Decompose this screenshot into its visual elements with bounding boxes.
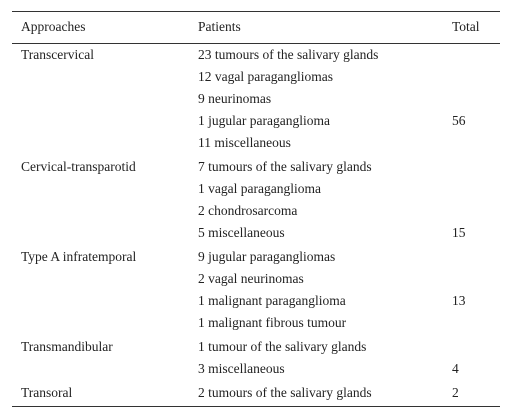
patients-cell: 23 tumours of the salivary glands xyxy=(198,47,379,62)
patients-cell: 2 chondrosarcoma xyxy=(198,203,298,218)
patients-cell: 1 jugular paraganglioma xyxy=(198,113,330,128)
patients-cell: 5 miscellaneous xyxy=(198,225,285,240)
patients-cell: 11 miscellaneous xyxy=(198,135,291,150)
patients-cell: 12 vagal paragangliomas xyxy=(198,69,333,84)
patients-cell: 1 tumour of the salivary glands xyxy=(198,339,367,354)
patients-cell: 9 jugular paragangliomas xyxy=(198,249,336,264)
header-cell: Patients xyxy=(198,19,241,34)
approach-cell: Cervical-transparotid xyxy=(21,159,136,174)
patients-cell: 2 tumours of the salivary glands xyxy=(198,385,372,400)
patients-cell: 3 miscellaneous xyxy=(198,361,285,376)
total-cell: 15 xyxy=(452,225,466,240)
total-cell: 4 xyxy=(452,361,459,376)
total-cell: 2 xyxy=(452,385,459,400)
patients-cell: 2 vagal neurinomas xyxy=(198,271,304,286)
total-cell: 56 xyxy=(452,113,466,128)
patients-cell: 1 malignant paraganglioma xyxy=(198,293,346,308)
total-cell: 13 xyxy=(452,293,466,308)
header-cell: Approaches xyxy=(21,19,86,34)
approach-cell: Transcervical xyxy=(21,47,94,62)
approach-cell: Transmandibular xyxy=(21,339,113,354)
bottom-rule xyxy=(12,406,500,407)
patients-cell: 1 vagal paraganglioma xyxy=(198,181,321,196)
top-rule xyxy=(12,11,500,12)
header-cell: Total xyxy=(452,19,480,34)
approach-cell: Transoral xyxy=(21,385,73,400)
patients-cell: 1 malignant fibrous tumour xyxy=(198,315,347,330)
approach-cell: Type A infratemporal xyxy=(21,249,137,264)
patients-cell: 7 tumours of the salivary glands xyxy=(198,159,372,174)
header-rule xyxy=(12,43,500,44)
patients-cell: 9 neurinomas xyxy=(198,91,272,106)
